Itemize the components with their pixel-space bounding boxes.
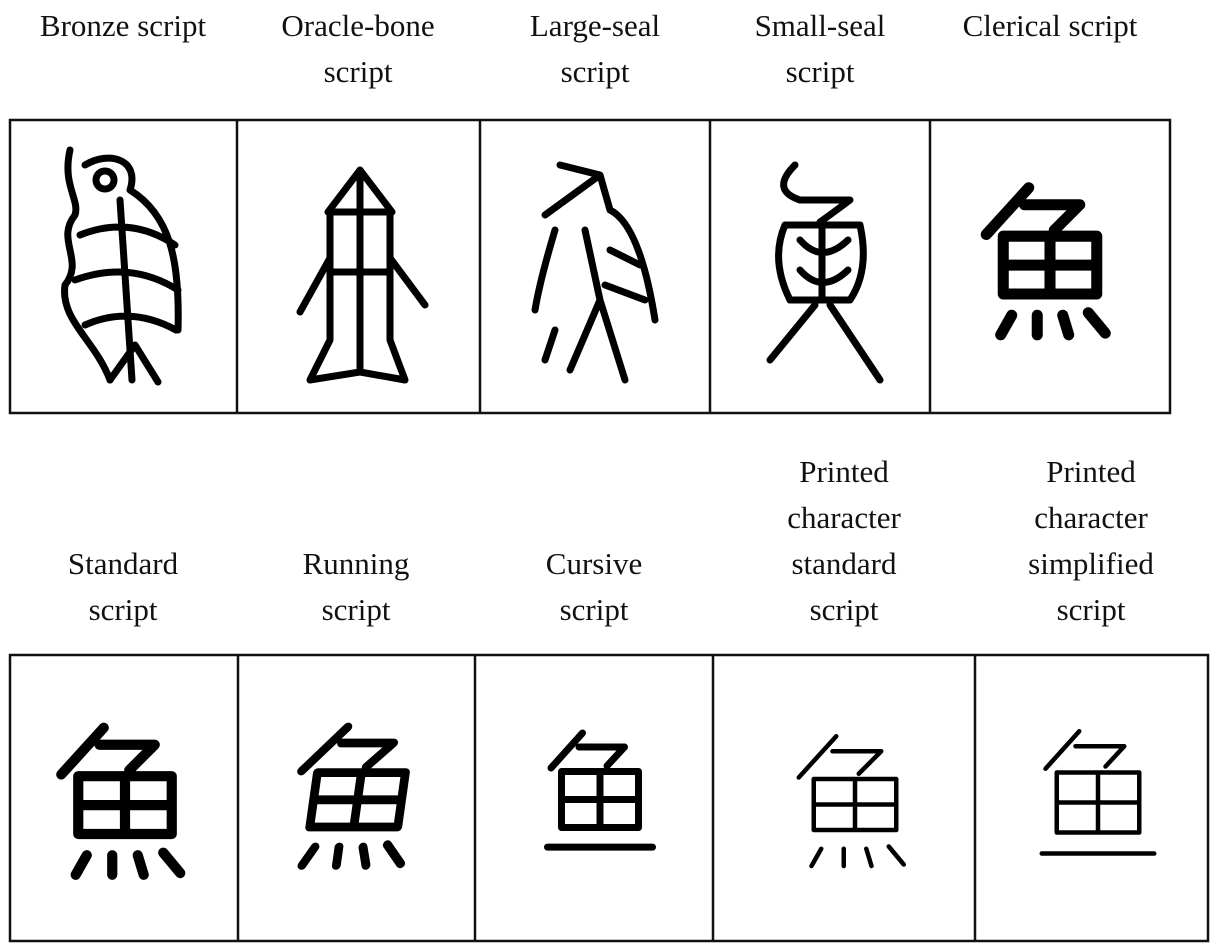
panel-label: standard: [791, 546, 897, 581]
panel-label: Standard: [68, 546, 179, 581]
panel-label: Running: [303, 546, 410, 581]
panel-label: script: [810, 592, 879, 627]
panel-label: script: [560, 592, 629, 627]
running-glyph: [288, 727, 419, 865]
panel-label: script: [324, 54, 393, 89]
panel-label: Oracle-bone: [281, 8, 434, 43]
panel-row-frame: [8, 653, 1210, 943]
panel-label: Printed: [799, 454, 889, 489]
panel-label: simplified: [1028, 546, 1154, 581]
panel-label: script: [322, 592, 391, 627]
printed-standard-glyph: [799, 736, 904, 866]
bronze-glyph: [61, 146, 182, 386]
panel-label: Large-seal: [530, 8, 660, 43]
cursive-glyph: [548, 733, 653, 847]
panel-label: script: [1057, 592, 1126, 627]
panel-label: script: [561, 54, 630, 89]
panel-label: Small-seal: [755, 8, 886, 43]
panel-label: script: [89, 592, 158, 627]
oracle-bone-glyph: [296, 166, 429, 384]
panel-label: script: [786, 54, 855, 89]
panel-label: Bronze script: [40, 8, 207, 43]
panel-label: Cursive: [546, 546, 642, 581]
clerical-glyph: [986, 188, 1105, 335]
printed-simplified-glyph: [1042, 731, 1155, 853]
panel-label: Clerical script: [963, 8, 1138, 43]
panel-label: character: [787, 500, 901, 535]
panel-label: Printed: [1046, 454, 1136, 489]
panel-label: character: [1034, 500, 1148, 535]
panel-row-frame: [8, 118, 1172, 415]
large-seal-glyph: [531, 161, 659, 384]
standard-glyph: [61, 728, 180, 875]
small-seal-glyph: [766, 161, 884, 384]
